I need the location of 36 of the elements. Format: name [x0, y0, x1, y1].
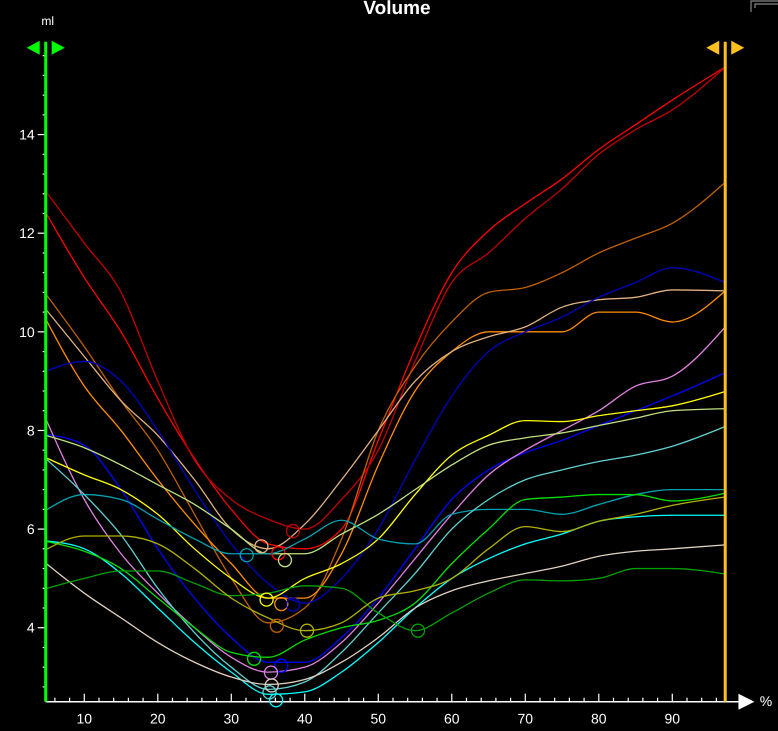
x-tick-label: 70: [518, 710, 534, 727]
x-tick-label: 20: [150, 710, 166, 727]
point: [286, 524, 300, 538]
x-axis-title: %: [760, 693, 772, 709]
x-tick-label: 50: [370, 710, 386, 727]
point: [286, 597, 300, 612]
y-tick-label: 10: [19, 324, 35, 340]
chart-title: Volume: [363, 0, 431, 19]
y-tick-label: 6: [26, 521, 35, 538]
x-tick-label: 60: [444, 710, 460, 727]
y-tick-label: 14: [19, 126, 35, 143]
point: [274, 596, 288, 612]
x-tick-label: 10: [76, 710, 92, 727]
point: [278, 553, 292, 568]
y-axis-title: ml: [41, 14, 54, 28]
point: [264, 665, 278, 680]
line-series: [45, 289, 726, 550]
point: [270, 618, 284, 633]
x-tick-label: 30: [224, 710, 240, 727]
point: [410, 624, 426, 638]
point: [274, 658, 288, 673]
point: [268, 693, 284, 708]
point: [264, 678, 279, 693]
point: [271, 546, 286, 560]
point: [240, 548, 254, 562]
x-tick-label: 40: [297, 710, 313, 727]
x-tick-label: 80: [591, 710, 607, 727]
y-tick-label: 12: [19, 225, 35, 242]
point: [259, 592, 274, 607]
point: [246, 652, 262, 666]
point: [262, 685, 277, 700]
y-tick-label: 4: [26, 620, 35, 636]
x-tick-label: 90: [664, 710, 680, 727]
y-tick-label: 8: [26, 422, 35, 438]
point: [254, 539, 269, 554]
point: [300, 624, 314, 638]
